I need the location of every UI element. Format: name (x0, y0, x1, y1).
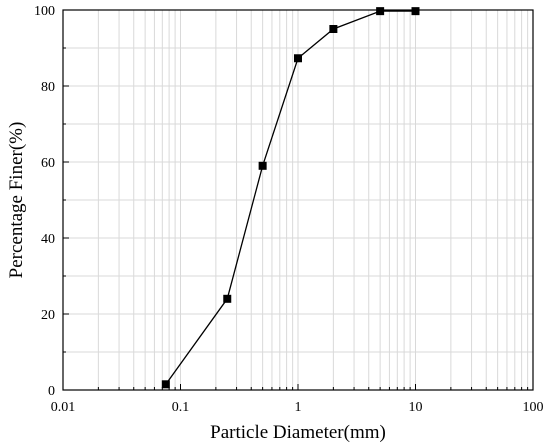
y-tick-label: 0 (48, 384, 55, 399)
data-point-marker (376, 7, 385, 16)
y-tick-label: 80 (41, 80, 55, 95)
x-tick-label: 100 (523, 400, 544, 415)
y-tick-label: 40 (41, 232, 55, 247)
x-tick-label: 10 (409, 400, 423, 415)
data-point-marker (258, 161, 267, 170)
data-point-marker (329, 25, 338, 33)
grid-lines (63, 10, 533, 390)
x-tick-label: 0.1 (172, 400, 190, 415)
y-tick-label: 60 (41, 156, 55, 171)
axes-group: 0.01 0.1 1 10 100 0 20 40 60 80 100 (34, 4, 544, 415)
y-tick-label: 100 (34, 4, 55, 19)
data-point-marker (411, 7, 420, 16)
series-group (161, 7, 420, 389)
x-axis-title: Particle Diameter(mm) (210, 422, 386, 443)
y-axis-title: Percentage Finer(%) (6, 122, 27, 279)
data-point-marker (294, 54, 302, 63)
x-tick-label: 0.01 (51, 400, 76, 415)
y-tick-label: 20 (41, 308, 55, 323)
data-point-marker (161, 380, 170, 389)
data-point-marker (223, 294, 232, 303)
series-line (165, 10, 416, 385)
x-tick-label: 1 (295, 400, 302, 415)
